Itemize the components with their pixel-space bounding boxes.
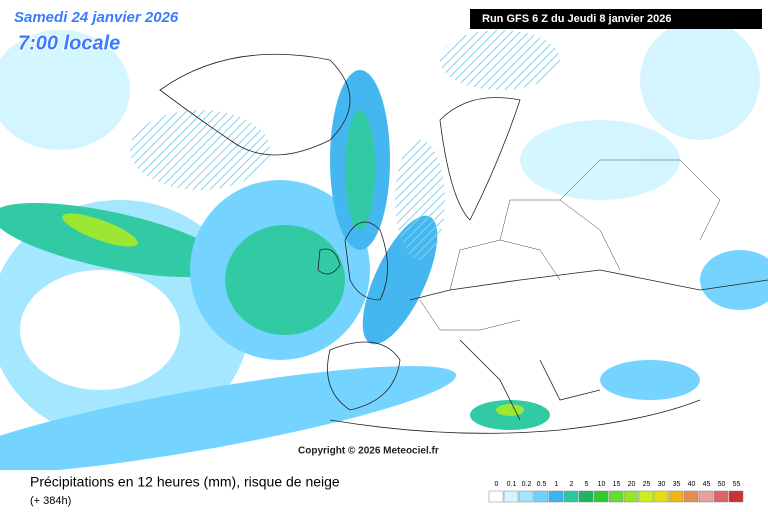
scale-label: 0.5: [537, 481, 547, 488]
scale-swatch: [563, 490, 579, 503]
scale-label: 45: [703, 481, 711, 488]
scale-swatch: [533, 490, 549, 503]
forecast-date: Samedi 24 janvier 2026: [14, 9, 179, 26]
scale-label: 0: [495, 481, 499, 488]
scale-swatch: [593, 490, 609, 503]
run-box: [470, 9, 762, 29]
scale-label: 55: [733, 481, 741, 488]
scale-swatch: [488, 490, 504, 503]
scale-label: 50: [718, 481, 726, 488]
scale-swatch: [578, 490, 594, 503]
scale-swatch: [683, 490, 699, 503]
scale-label: 35: [673, 481, 681, 488]
scale-label: 0.1: [507, 481, 517, 488]
scale-swatch: [713, 490, 729, 503]
scale-label: 40: [688, 481, 696, 488]
scale-swatch: [623, 490, 639, 503]
scale-label: 20: [628, 481, 636, 488]
scale-swatch: [503, 490, 519, 503]
scale-swatch: [638, 490, 654, 503]
run-label: Run GFS 6 Z du Jeudi 8 janvier 2026: [482, 13, 672, 25]
color-scale: 0 0.1 0.2 0.5 1 2 5 10 15 20 25 30 35 40 45 50 55: [488, 481, 744, 503]
scale-label: 30: [658, 481, 666, 488]
scale-swatch: [518, 490, 534, 503]
scale-swatch: [728, 490, 744, 503]
scale-label: 0.2: [522, 481, 532, 488]
scale-swatch: [548, 490, 564, 503]
scale-swatch: [698, 490, 714, 503]
scale-label: 1: [555, 481, 559, 488]
scale-swatch: [608, 490, 624, 503]
scale-label: 25: [643, 481, 651, 488]
legend-subtitle: (+ 384h): [30, 495, 71, 507]
scale-label: 15: [613, 481, 621, 488]
forecast-time: 7:00 locale: [18, 32, 120, 54]
scale-swatch: [668, 490, 684, 503]
scale-swatch: [653, 490, 669, 503]
borders: [419, 159, 721, 331]
scale-label: 2: [570, 481, 574, 488]
scale-label: 5: [585, 481, 589, 488]
precipitation: [0, 20, 768, 474]
copyright: Copyright © 2026 Meteociel.fr: [298, 446, 439, 457]
coastlines: [159, 53, 768, 434]
legend-title: Précipitations en 12 heures (mm), risque…: [30, 474, 340, 490]
scale-label: 10: [598, 481, 606, 488]
